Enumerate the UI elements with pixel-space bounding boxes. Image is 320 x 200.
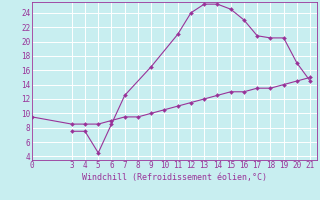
X-axis label: Windchill (Refroidissement éolien,°C): Windchill (Refroidissement éolien,°C) (82, 173, 267, 182)
